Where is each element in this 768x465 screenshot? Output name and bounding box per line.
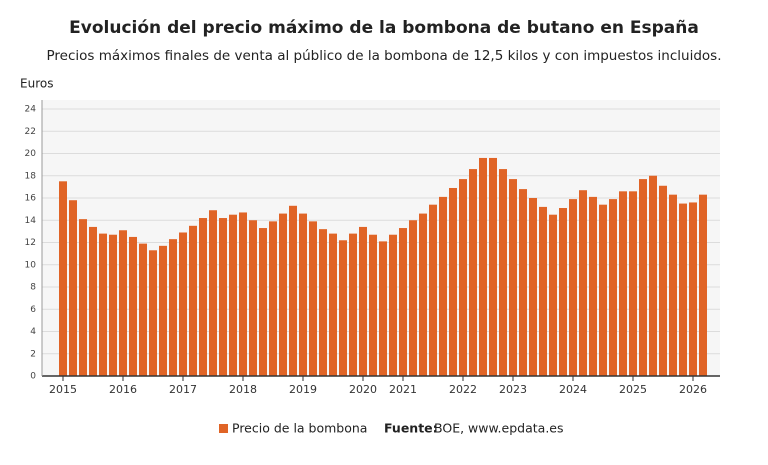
- x-tick-label: 2026: [679, 383, 707, 396]
- bar: [359, 226, 367, 376]
- bar: [689, 202, 697, 376]
- source-text: BOE, www.epdata.es: [434, 421, 564, 436]
- y-tick-label: 14: [25, 216, 37, 226]
- x-tick-label: 2020: [349, 383, 377, 396]
- bar: [369, 234, 377, 376]
- bar: [199, 218, 207, 376]
- y-tick-label: 18: [25, 171, 37, 181]
- bar: [269, 221, 277, 376]
- bar: [229, 214, 237, 376]
- bar: [189, 225, 197, 376]
- bar: [219, 218, 227, 376]
- bar: [329, 233, 337, 376]
- bar: [479, 157, 487, 376]
- bar: [509, 179, 517, 376]
- bar: [129, 236, 137, 376]
- x-tick-label: 2022: [449, 383, 477, 396]
- bar: [459, 179, 467, 376]
- y-tick-label: 20: [25, 149, 37, 159]
- x-tick-label: 2018: [229, 383, 257, 396]
- bar: [389, 234, 397, 376]
- chart-title: Evolución del precio máximo de la bombon…: [69, 18, 699, 38]
- bar: [179, 232, 187, 376]
- y-axis-label: Euros: [20, 77, 53, 91]
- bar: [69, 200, 77, 376]
- legend-swatch: [219, 424, 228, 433]
- bar: [639, 179, 647, 376]
- x-tick-label: 2019: [289, 383, 317, 396]
- bar: [569, 199, 577, 376]
- bar: [419, 213, 427, 376]
- bar: [309, 221, 317, 376]
- bar: [99, 233, 107, 376]
- source-label: Fuente:: [384, 421, 438, 436]
- bar: [279, 213, 287, 376]
- bar: [239, 212, 247, 376]
- bar: [489, 157, 497, 376]
- bar: [439, 196, 447, 376]
- y-tick-label: 4: [30, 327, 36, 337]
- bar: [669, 194, 677, 376]
- y-tick-label: 12: [25, 238, 36, 248]
- bar: [159, 245, 167, 376]
- bar: [139, 243, 147, 376]
- bar: [149, 250, 157, 376]
- bar: [609, 199, 617, 376]
- bar: [209, 210, 217, 376]
- x-tick-label: 2023: [499, 383, 527, 396]
- x-tick-label: 2015: [49, 383, 77, 396]
- x-tick-label: 2017: [169, 383, 197, 396]
- y-tick-label: 24: [25, 105, 37, 115]
- bar: [619, 191, 627, 376]
- y-tick-label: 6: [30, 305, 36, 315]
- bar: [649, 175, 657, 376]
- bar: [249, 220, 257, 376]
- bar: [379, 241, 387, 376]
- bar: [469, 169, 477, 376]
- bar: [319, 229, 327, 376]
- bar: [579, 190, 587, 376]
- bar: [679, 203, 687, 376]
- bar: [519, 189, 527, 376]
- bar: [499, 169, 507, 376]
- bar: [59, 181, 67, 376]
- bar: [79, 219, 87, 376]
- x-tick-label: 2016: [109, 383, 137, 396]
- bar: [339, 240, 347, 376]
- x-tick-label: 2021: [389, 383, 417, 396]
- bar: [449, 187, 457, 376]
- y-tick-label: 8: [30, 283, 36, 293]
- bar: [659, 185, 667, 376]
- bar: [259, 228, 267, 376]
- bar: [549, 214, 557, 376]
- y-tick-label: 16: [25, 194, 37, 204]
- bar: [699, 194, 707, 376]
- bar: [169, 239, 177, 376]
- bar: [529, 198, 537, 376]
- bar: [89, 226, 97, 376]
- bar: [349, 233, 357, 376]
- x-tick-label: 2025: [619, 383, 647, 396]
- bar: [539, 206, 547, 376]
- bar: [119, 230, 127, 376]
- y-tick-label: 10: [25, 260, 37, 270]
- bar: [299, 213, 307, 376]
- y-tick-label: 2: [30, 349, 36, 359]
- x-tick-label: 2024: [559, 383, 587, 396]
- bar: [629, 191, 637, 376]
- legend-label: Precio de la bombona: [232, 421, 367, 436]
- bar: [399, 228, 407, 376]
- bar: [559, 208, 567, 376]
- bar: [589, 196, 597, 376]
- bar: [599, 204, 607, 376]
- y-tick-label: 0: [30, 372, 36, 382]
- bar: [109, 234, 117, 376]
- bar: [289, 205, 297, 376]
- bar: [429, 204, 437, 376]
- chart-subtitle: Precios máximos finales de venta al públ…: [46, 48, 721, 64]
- bar: [409, 220, 417, 376]
- y-tick-label: 22: [25, 127, 36, 137]
